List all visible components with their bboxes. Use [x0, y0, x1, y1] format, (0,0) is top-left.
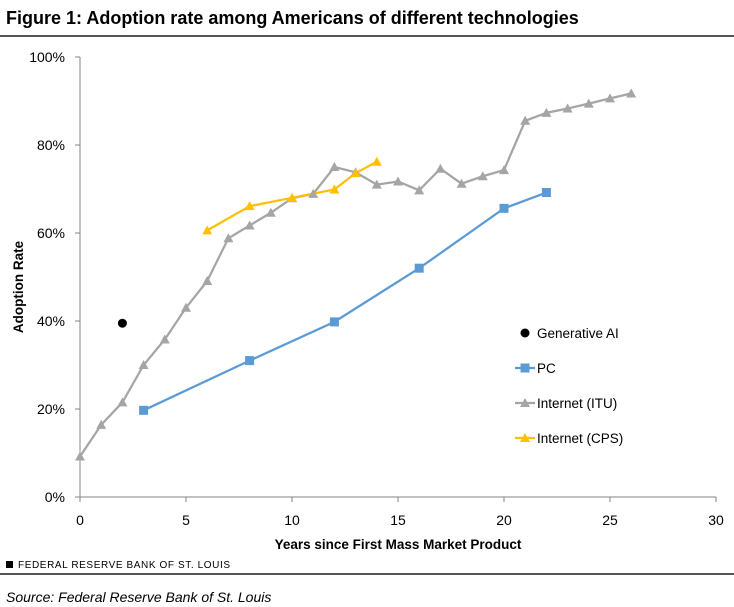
- brand-footer: FEDERAL RESERVE BANK OF ST. LOUIS: [6, 560, 231, 571]
- legend-marker-generative-ai: [520, 328, 530, 338]
- y-tick-label: 20%: [37, 401, 65, 417]
- legend-label-generative-ai: Generative AI: [537, 326, 619, 341]
- x-tick-label: 30: [708, 512, 724, 528]
- top-divider: [0, 35, 734, 37]
- data-point-internet-itu: [308, 188, 319, 198]
- data-point-internet-itu: [371, 179, 382, 189]
- legend-marker-pc: [520, 363, 530, 373]
- data-point-internet-itu: [393, 176, 403, 186]
- data-point-internet-itu: [265, 207, 276, 217]
- data-point-internet-itu: [435, 163, 446, 173]
- data-point-internet-itu: [244, 220, 255, 230]
- data-point-internet-cps: [202, 225, 213, 235]
- data-point-internet-itu: [75, 451, 85, 461]
- y-tick-label: 0%: [45, 489, 65, 505]
- data-point-generative-ai: [117, 318, 127, 328]
- data-point-internet-itu: [477, 171, 488, 181]
- data-point-internet-itu: [605, 93, 615, 103]
- y-tick-label: 80%: [37, 137, 65, 153]
- x-axis-label: Years since First Mass Market Product: [275, 537, 522, 552]
- data-point-internet-itu: [329, 162, 340, 171]
- data-point-pc: [245, 356, 255, 366]
- data-point-internet-cps: [287, 192, 297, 202]
- brand-square-icon: [6, 561, 13, 568]
- data-point-internet-itu: [583, 98, 594, 108]
- data-point-internet-itu: [626, 88, 637, 98]
- data-point-internet-cps: [371, 156, 382, 166]
- y-axis-label: Adoption Rate: [11, 240, 26, 333]
- data-point-internet-itu: [223, 233, 234, 243]
- x-tick-label: 5: [182, 512, 190, 528]
- data-point-pc: [139, 405, 149, 415]
- x-tick-label: 20: [496, 512, 512, 528]
- data-point-internet-itu: [456, 178, 467, 188]
- adoption-chart: Adoption Rate 0% 20% 40% 60% 80% 100% 0 5 10 15 20…: [11, 49, 724, 552]
- legend-label-internet-itu: Internet (ITU): [537, 396, 617, 411]
- data-point-pc: [414, 263, 424, 273]
- axes: [75, 56, 717, 502]
- y-tick-label: 60%: [37, 225, 65, 241]
- data-point-internet-itu: [541, 107, 552, 117]
- data-point-internet-cps: [350, 168, 361, 178]
- source-note: Source: Federal Reserve Bank of St. Loui…: [6, 589, 272, 605]
- x-tick-label: 15: [390, 512, 406, 528]
- data-point-internet-itu: [96, 419, 107, 429]
- legend-marker-internet-cps: [520, 433, 530, 442]
- data-point-internet-itu: [117, 397, 128, 407]
- data-point-internet-itu: [520, 115, 531, 125]
- y-axis-label-group: Adoption Rate: [11, 240, 26, 333]
- chart-title: Figure 1: Adoption rate among Americans …: [6, 8, 579, 28]
- x-tick-label: 0: [76, 512, 84, 528]
- series-line-pc: [143, 191, 547, 412]
- x-tick-label: 10: [284, 512, 300, 528]
- data-point-pc: [499, 203, 509, 213]
- data-point-internet-itu: [138, 360, 149, 369]
- data-point-internet-itu: [499, 165, 509, 175]
- brand-name: FEDERAL RESERVE BANK OF ST. LOUIS: [18, 560, 231, 571]
- y-tick-label: 40%: [37, 313, 65, 329]
- x-tick-label: 25: [602, 512, 618, 528]
- y-tick-label: 100%: [29, 49, 65, 65]
- data-point-internet-itu: [202, 275, 213, 285]
- series-markers: [75, 88, 637, 461]
- bottom-divider: [0, 573, 734, 575]
- legend: Generative AI PC Internet (ITU) Internet (C…: [515, 326, 623, 446]
- legend-marker-internet-itu: [520, 398, 530, 407]
- data-point-internet-itu: [414, 185, 425, 195]
- data-point-internet-cps: [329, 184, 340, 194]
- data-point-internet-cps: [244, 201, 255, 211]
- legend-label-internet-cps: Internet (CPS): [537, 431, 623, 446]
- data-point-internet-itu: [562, 103, 573, 113]
- data-point-internet-itu: [181, 302, 191, 312]
- tick-labels: 0% 20% 40% 60% 80% 100% 0 5 10 15 20 25 30 Years sinc…: [29, 49, 724, 552]
- data-point-internet-itu: [159, 334, 170, 344]
- data-point-pc: [329, 317, 339, 327]
- data-point-pc: [541, 188, 551, 198]
- legend-label-pc: PC: [537, 361, 556, 376]
